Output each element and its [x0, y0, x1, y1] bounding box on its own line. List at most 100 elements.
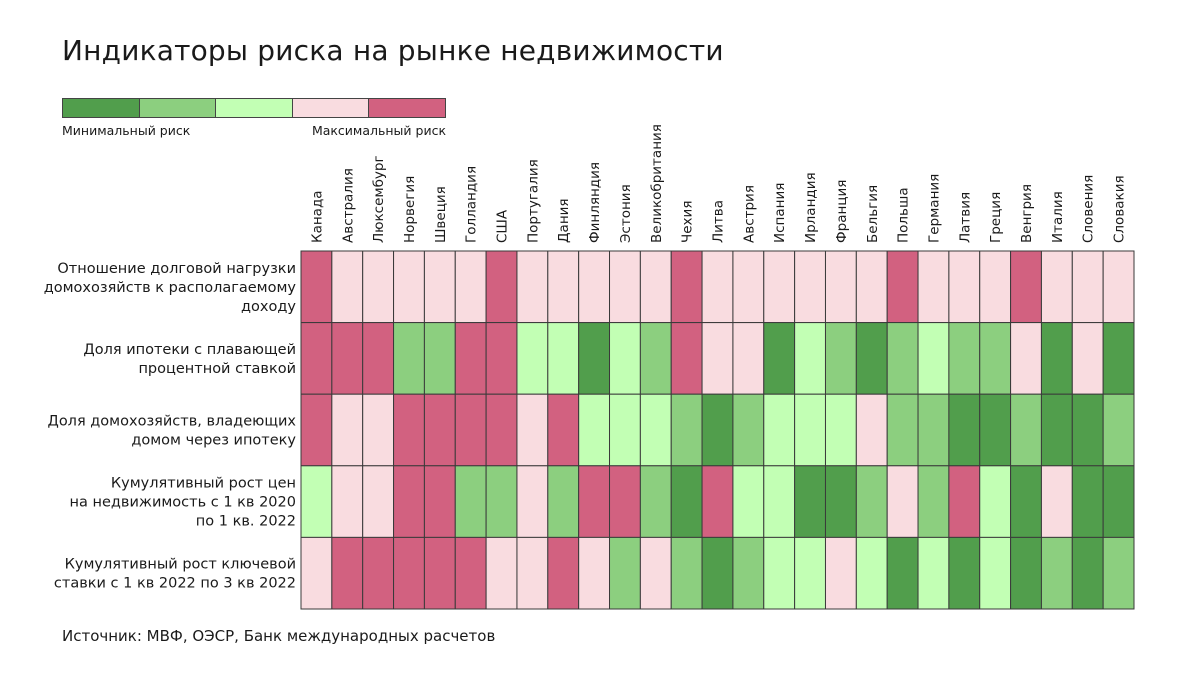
- column-label: Польша: [896, 187, 912, 243]
- heatmap-cell: [454, 393, 487, 467]
- row-label: Отношение долговой нагрузки домохозяйств …: [44, 261, 297, 315]
- heatmap-cell: [917, 536, 950, 610]
- heatmap-cell: [948, 322, 981, 395]
- row-label: Доля домохозяйств, владеющих домом через …: [47, 414, 296, 449]
- column-label: Германия: [926, 174, 942, 243]
- heatmap-cell: [948, 465, 981, 538]
- heatmap-cell: [639, 465, 672, 538]
- heatmap-cell: [547, 393, 580, 467]
- heatmap-cell: [824, 250, 857, 324]
- column-label: Норвегия: [402, 176, 418, 243]
- heatmap-cell: [1010, 250, 1042, 324]
- heatmap-cell: [639, 250, 672, 324]
- heatmap-cell: [794, 250, 826, 324]
- row-label-line: процентной ставкой: [138, 361, 296, 377]
- heatmap-cell: [609, 322, 641, 395]
- heatmap-cell: [948, 250, 981, 324]
- row-label-line: доходу: [241, 299, 296, 315]
- heatmap-cell: [331, 322, 364, 395]
- heatmap-cell: [732, 465, 765, 538]
- heatmap-cell: [454, 465, 487, 538]
- column-label: Словакия: [1112, 175, 1128, 243]
- column-label: Литва: [711, 200, 727, 243]
- heatmap-cell: [917, 250, 950, 324]
- row-label-line: Доля домохозяйств, владеющих: [47, 414, 296, 430]
- heatmap-cell: [701, 393, 734, 467]
- heatmap-cell: [331, 393, 364, 467]
- heatmap-cell: [547, 322, 580, 395]
- heatmap-cell: [300, 536, 333, 610]
- heatmap-cell: [1040, 465, 1073, 538]
- heatmap-cell: [485, 465, 518, 538]
- heatmap-cell: [979, 393, 1012, 467]
- heatmap-cell: [578, 536, 611, 610]
- heatmap-cell: [639, 322, 672, 395]
- heatmap-cell: [948, 536, 981, 610]
- heatmap-cell: [300, 250, 333, 324]
- heatmap-cell: [300, 465, 333, 538]
- column-label: Швеция: [433, 186, 449, 243]
- heatmap-cell: [732, 393, 765, 467]
- heatmap-cell: [423, 536, 456, 610]
- legend-swatch-2: [139, 99, 217, 117]
- heatmap-cell: [701, 465, 734, 538]
- heatmap-cell: [1102, 250, 1135, 324]
- legend-max-label: Максимальный риск: [311, 123, 446, 138]
- heatmap-cell: [763, 465, 796, 538]
- heatmap-cell: [917, 465, 950, 538]
- heatmap-cell: [855, 465, 888, 538]
- heatmap-cell: [1071, 536, 1104, 610]
- legend-swatch-5: [369, 99, 445, 117]
- legend-min-label: Минимальный риск: [62, 123, 191, 138]
- heatmap-cell: [609, 465, 641, 538]
- heatmap-cell: [732, 322, 765, 395]
- heatmap-cell: [578, 250, 611, 324]
- heatmap-cell: [609, 393, 641, 467]
- heatmap-cell: [1102, 465, 1135, 538]
- heatmap-cell: [393, 322, 425, 395]
- column-label: Словения: [1081, 175, 1097, 243]
- heatmap-cell: [300, 322, 333, 395]
- heatmap-cell: [670, 536, 703, 610]
- heatmap-cell: [1102, 393, 1135, 467]
- heatmap-cell: [1071, 250, 1104, 324]
- row-label: Кумулятивный рост ключевой ставки с 1 кв …: [54, 557, 296, 592]
- heatmap-cell: [362, 250, 395, 324]
- heatmap-cell: [362, 393, 395, 467]
- row-label-line: Кумулятивный рост ключевой: [65, 557, 296, 573]
- chart-title: Индикаторы риска на рынке недвижимости: [62, 34, 724, 67]
- column-label: Австрия: [741, 185, 757, 243]
- column-label: Франция: [834, 180, 850, 243]
- column-label: Португалия: [525, 159, 541, 243]
- heatmap-cell: [393, 250, 425, 324]
- heatmap-cell: [393, 465, 425, 538]
- row-label-line: домохозяйств к располагаемому: [44, 280, 297, 296]
- column-label: Эстония: [618, 184, 634, 243]
- heatmap-cell: [423, 393, 456, 467]
- heatmap-cell: [763, 393, 796, 467]
- source-note: Источник: МВФ, ОЭСР, Банк международных …: [62, 627, 496, 645]
- heatmap-cell: [1071, 393, 1104, 467]
- heatmap-cell: [824, 322, 857, 395]
- heatmap-cell: [454, 250, 487, 324]
- heatmap-cell: [701, 322, 734, 395]
- heatmap-cell: [670, 250, 703, 324]
- heatmap-cell: [1040, 536, 1073, 610]
- heatmap-cell: [763, 536, 796, 610]
- column-label: Венгрия: [1019, 184, 1035, 243]
- heatmap-cell: [516, 250, 549, 324]
- row-label-line: Кумулятивный рост цен: [111, 476, 296, 492]
- heatmap-cell: [331, 250, 364, 324]
- heatmap-cell: [547, 465, 580, 538]
- heatmap-cell: [1102, 536, 1135, 610]
- heatmap-cell: [485, 393, 518, 467]
- row-label-line: Отношение долговой нагрузки: [57, 261, 296, 277]
- heatmap-cell: [886, 250, 919, 324]
- heatmap-cell: [300, 393, 333, 467]
- column-label: Канада: [309, 190, 325, 243]
- column-label: Латвия: [957, 192, 973, 243]
- heatmap-cell: [886, 465, 919, 538]
- heatmap-cell: [547, 250, 580, 324]
- row-label-line: ставки с 1 кв 2022 по 3 кв 2022: [54, 576, 296, 592]
- heatmap-cell: [1010, 322, 1042, 395]
